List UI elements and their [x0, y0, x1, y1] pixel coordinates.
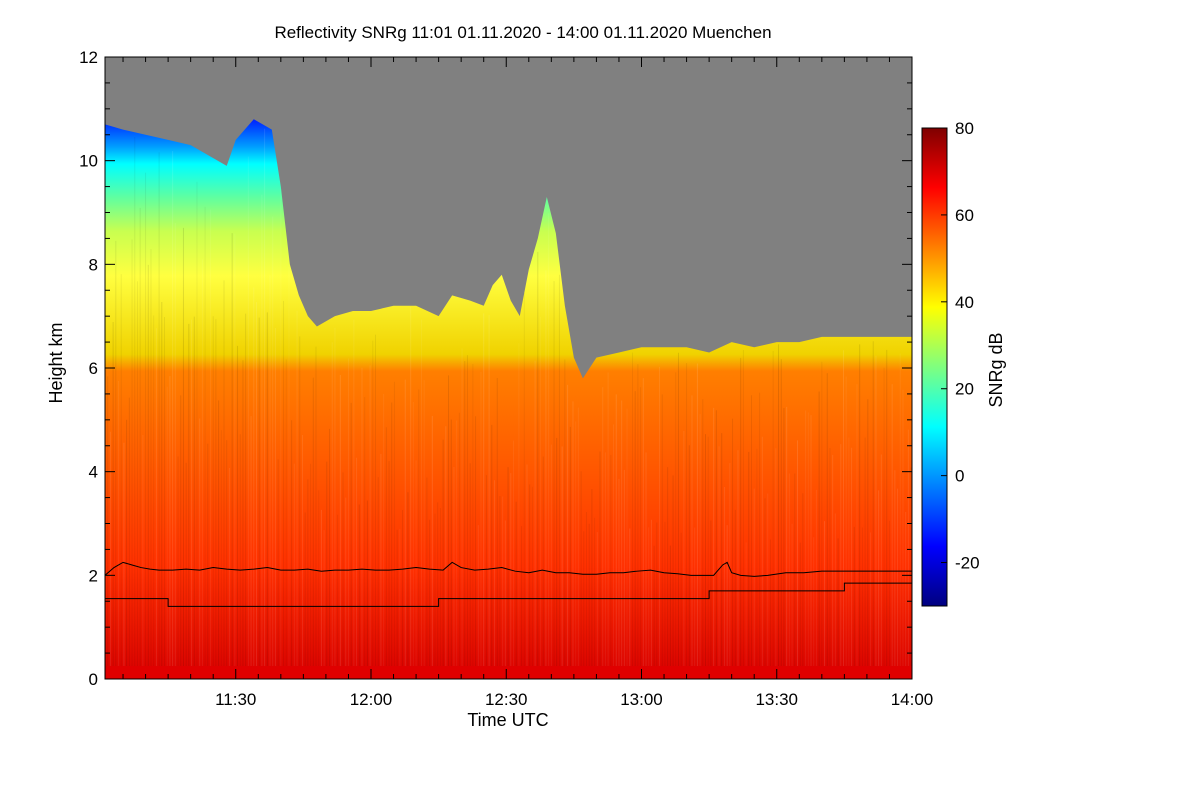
x-tick-label: 12:00	[350, 690, 393, 709]
y-tick-label: 2	[89, 566, 98, 585]
x-tick-label: 12:30	[485, 690, 528, 709]
colorbar-tick-label: 0	[955, 467, 964, 486]
series-line-2	[105, 582, 912, 607]
x-tick-label: 13:00	[620, 690, 663, 709]
x-axis-title: Time UTC	[467, 710, 548, 730]
y-tick-label: 4	[89, 463, 98, 482]
colorbar: -20 0 20 40 60 80 SNRg dB	[921, 119, 1006, 607]
y-tick-label: 0	[89, 670, 98, 689]
y-tick-label: 8	[89, 255, 98, 274]
colorbar-title: SNRg dB	[986, 332, 1006, 407]
colorbar-tick-label: 20	[955, 380, 974, 399]
x-tick-label: 14:00	[891, 690, 934, 709]
x-tick-label: 13:30	[755, 690, 798, 709]
colorbar-tick-label: 80	[955, 119, 974, 138]
y-axis-title: Height km	[46, 322, 66, 403]
signal-region	[105, 119, 912, 679]
colorbar-tick-label: -20	[955, 554, 980, 573]
colorbar-gradient	[921, 127, 948, 607]
y-tick-label: 12	[79, 48, 98, 67]
colorbar-tick-label: 60	[955, 206, 974, 225]
texture-streaks	[105, 128, 912, 679]
y-tick-label: 10	[79, 152, 98, 171]
y-tick-label: 6	[89, 359, 98, 378]
heatmap-area	[105, 57, 912, 679]
chart-title: Reflectivity SNRg 11:01 01.11.2020 - 14:…	[274, 23, 771, 42]
x-tick-label: 11:30	[215, 690, 256, 709]
colorbar-tick-label: 40	[955, 293, 974, 312]
surface-band	[105, 666, 912, 679]
series-line-1	[105, 561, 912, 577]
